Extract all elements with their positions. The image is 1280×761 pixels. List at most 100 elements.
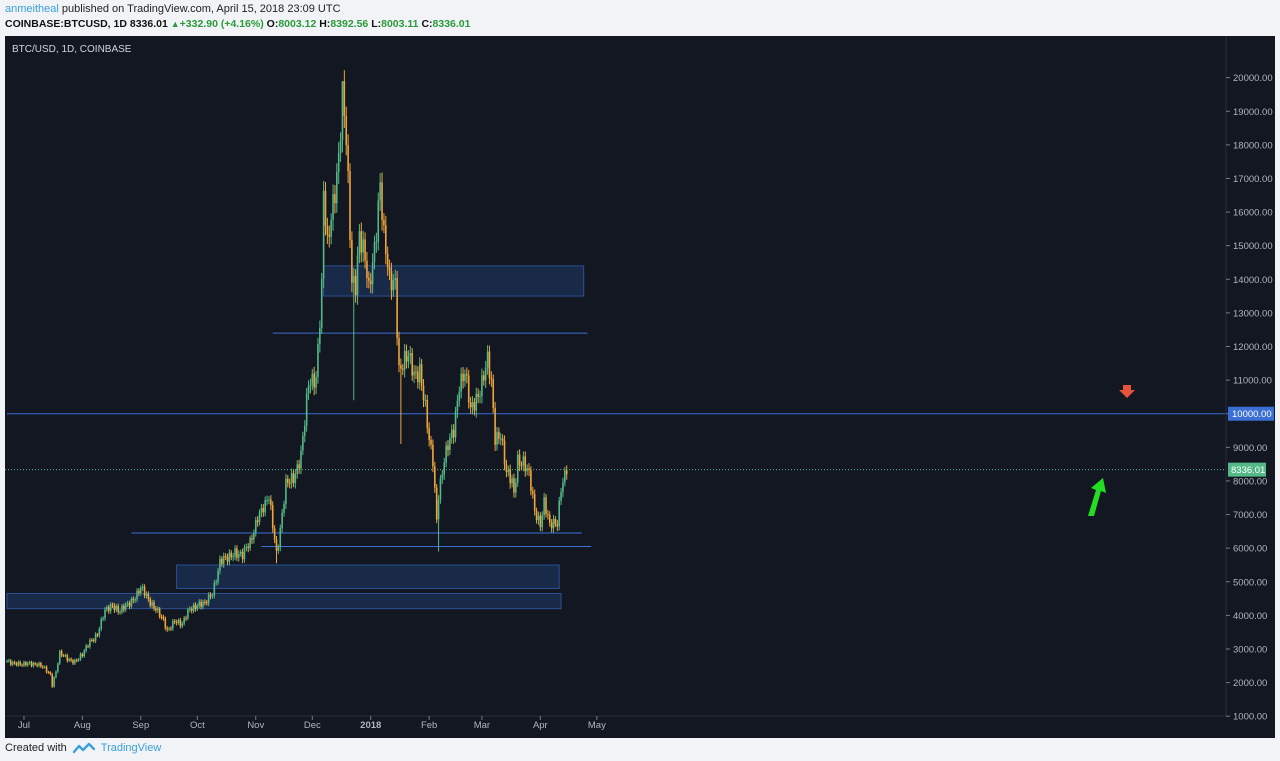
candle-down [422,379,425,408]
candle-down [185,615,187,622]
candle-down [262,504,265,517]
candle-body [128,603,131,607]
candle-body [83,650,86,657]
candle-up [339,132,342,162]
candle-up [245,543,248,552]
price-tick-label: 17000.00 [1233,174,1273,185]
candle-body [8,660,10,662]
candle-body [528,468,530,471]
candle-body [320,278,323,329]
candle-body [228,552,231,562]
candle-body [456,400,459,412]
candle-body [15,662,18,666]
candle-body [109,604,112,612]
candle-up [305,387,308,432]
candle-down [70,657,72,663]
author-link[interactable]: anmeitheal [5,3,59,15]
candle-up [362,230,364,263]
candle-up [450,424,453,444]
candle-body [352,275,355,283]
candle-body [337,152,340,172]
candle-body [123,605,125,610]
candle-up [336,163,338,213]
candle-body [156,608,159,611]
candle-down [548,511,551,527]
candle-down [401,363,404,376]
candle-down [166,626,168,632]
publish-info: anmeitheal published on TradingView.com,… [5,3,341,17]
candle-up [98,626,101,638]
candle-body [315,376,317,388]
candle-body [132,598,135,601]
candle-body [302,435,304,451]
candle-down [313,366,315,396]
candle-body [121,605,123,612]
candle-body [239,552,242,554]
price-tick-label: 20000.00 [1233,73,1273,84]
candle-body [19,661,21,665]
candle-up [358,224,361,264]
candle-down [477,388,479,404]
candle-down [345,106,348,156]
candle-body [106,607,108,610]
candle-down [273,525,276,544]
candle-down [535,507,538,524]
candle-up [458,386,461,407]
candle-body [305,393,308,427]
candle-body [21,664,23,666]
close-label: C: [421,18,433,30]
candle-body [364,239,366,261]
support-resistance-zone [176,564,560,589]
up-arrow-icon [1088,478,1106,516]
candle-up [266,495,268,506]
candle-body [224,556,227,558]
candle-up [207,592,210,607]
candle-down [501,434,504,446]
price-tick-label: 8000.00 [1233,476,1267,487]
chart-title: BTC/USD, 1D, COINBASE [12,44,132,55]
candle-body [501,438,504,441]
candle-up [196,603,199,612]
candle-body [13,662,16,664]
candle-down [190,606,193,614]
level-price-tag [1228,406,1274,421]
candle-body [260,507,263,513]
candle-body [92,639,95,641]
candle-body [511,478,513,484]
price-tick-label: 19000.00 [1233,107,1273,118]
candle-up [441,469,444,484]
candle-up [6,659,8,663]
candle-up [183,616,185,626]
candle-body [23,662,25,666]
candle-body [126,603,129,605]
chart-area[interactable]: 1000.00 2000.00 3000.00 4000.00 5000.00 6000.… [5,36,1275,738]
candle-down [513,473,515,498]
candle-down [226,553,229,566]
candle-body [386,253,389,268]
candle-body [298,464,300,469]
candle-body [222,556,225,565]
candle-body [96,634,99,636]
candle-body [426,400,429,429]
candle-body [181,623,184,626]
candle-body [434,466,436,488]
time-tick-label: Nov [247,720,264,731]
candle-down [138,588,140,597]
candle-up [68,657,70,663]
candle-up [558,496,560,531]
candle-body [211,595,214,597]
candle-up [253,529,255,544]
candle-body [271,505,274,529]
price-chart[interactable]: 1000.00 2000.00 3000.00 4000.00 5000.00 6000.… [5,36,1275,738]
candle-body [49,672,52,675]
candle-up [232,552,234,562]
candle-up [234,545,236,560]
candle-body [358,231,361,256]
candle-body [483,375,485,381]
candle-down [205,599,208,606]
candle-up [341,81,344,153]
tradingview-link[interactable]: TradingView [100,742,162,754]
candle-down [66,653,69,663]
time-tick-label: Aug [74,720,91,731]
candle-down [503,435,506,471]
